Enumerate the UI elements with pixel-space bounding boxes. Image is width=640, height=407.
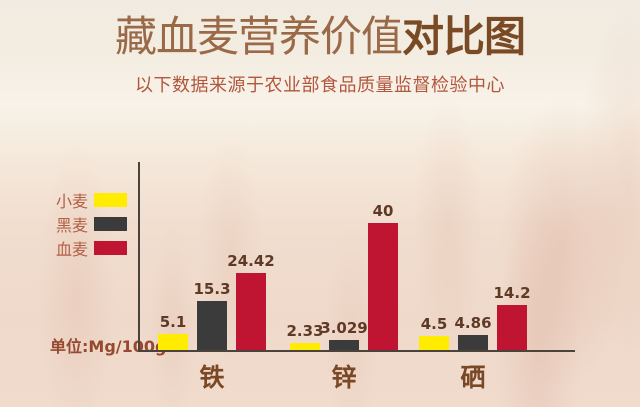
bar-with-label: 4.5 <box>419 315 449 350</box>
legend-label-rye: 黑麦 <box>56 216 89 235</box>
chart-legend: 小麦 黑麦 血麦 <box>56 192 128 264</box>
category-label-2: 锌 <box>331 363 357 392</box>
bar-value-label: 2.33 <box>286 322 324 340</box>
bar-group-2: 2.33 3.029 40 锌 <box>287 202 398 392</box>
bar-groups: 5.1 15.3 24.42 铁 2.33 3.029 40 锌 4.5 4.86 14.2 硒 <box>138 0 575 392</box>
bar-value-label: 40 <box>372 202 394 220</box>
bar-value-label: 14.2 <box>493 284 531 302</box>
bar-小麦-铁 <box>158 334 188 350</box>
bar-value-label: 4.86 <box>454 314 492 332</box>
x-axis-line <box>138 350 575 352</box>
legend-swatch-wheat <box>94 193 128 207</box>
bar-血麦-锌 <box>368 223 398 350</box>
bar-with-label: 14.2 <box>494 284 531 350</box>
bar-with-label: 15.3 <box>194 280 231 350</box>
legend-label-wheat: 小麦 <box>56 192 89 211</box>
legend-item-rye: 黑麦 <box>56 216 128 235</box>
bar-with-label: 2.33 <box>287 322 324 350</box>
bar-血麦-硒 <box>497 305 527 350</box>
bar-黑麦-锌 <box>329 340 359 350</box>
legend-item-wheat: 小麦 <box>56 192 128 211</box>
bar-group-1: 5.1 15.3 24.42 铁 <box>158 210 275 392</box>
bar-with-label: 40 <box>368 202 398 350</box>
bar-value-label: 4.5 <box>420 315 448 333</box>
bar-with-label: 5.1 <box>158 313 188 350</box>
category-label-3: 硒 <box>460 363 486 392</box>
bar-cluster: 4.5 4.86 14.2 <box>419 210 531 350</box>
bar-value-label: 5.1 <box>159 313 187 331</box>
bar-with-label: 4.86 <box>455 314 492 350</box>
data-source-subtitle: 以下数据来源于农业部食品质量监督检验中心 <box>135 75 505 96</box>
legend-swatch-blood-wheat <box>94 241 128 255</box>
bar-value-label: 24.42 <box>227 252 275 270</box>
bar-cluster: 2.33 3.029 40 <box>287 202 398 350</box>
bar-黑麦-硒 <box>458 335 488 350</box>
bar-小麦-硒 <box>419 336 449 350</box>
bar-血麦-铁 <box>236 273 266 350</box>
legend-label-blood-wheat: 血麦 <box>56 240 89 259</box>
title-regular-part: 藏血麦营养价值 <box>114 12 403 61</box>
legend-swatch-rye <box>94 217 128 231</box>
category-label-1: 铁 <box>199 363 225 392</box>
unit-label: 单位:Mg/100g <box>50 337 167 356</box>
bar-黑麦-铁 <box>197 301 227 350</box>
bar-小麦-锌 <box>290 343 320 350</box>
bar-group-3: 4.5 4.86 14.2 硒 <box>419 210 531 392</box>
bar-with-label: 24.42 <box>227 252 275 350</box>
bar-value-label: 15.3 <box>193 280 231 298</box>
title-bold-part: 对比图 <box>402 12 526 61</box>
bar-with-label: 3.029 <box>320 319 368 350</box>
bar-value-label: 3.029 <box>320 319 368 337</box>
legend-item-blood-wheat: 血麦 <box>56 240 128 259</box>
page-title: 藏血麦营养价值对比图 <box>0 12 640 61</box>
y-axis-line <box>138 162 140 352</box>
bar-cluster: 5.1 15.3 24.42 <box>158 210 275 350</box>
